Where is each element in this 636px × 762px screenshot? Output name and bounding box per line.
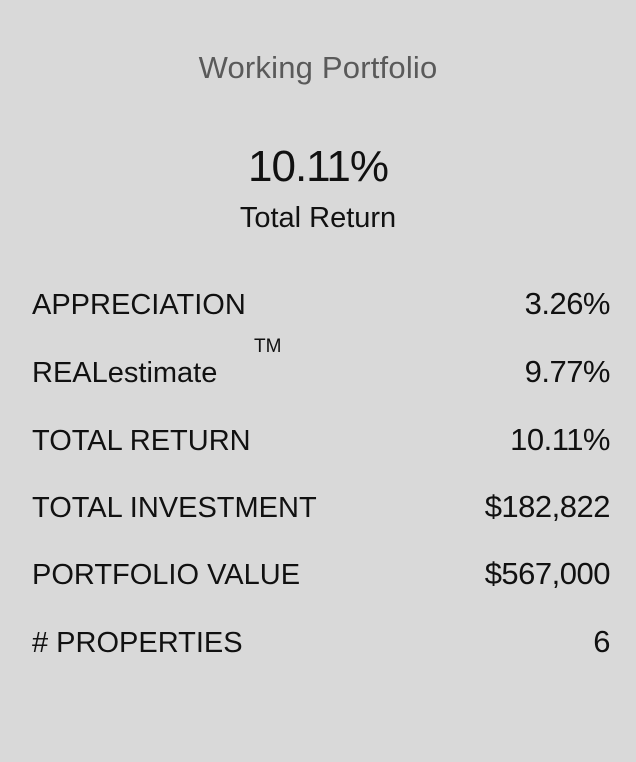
- metric-label: TOTAL INVESTMENT: [32, 492, 317, 524]
- metric-label: PORTFOLIO VALUE: [32, 559, 301, 591]
- metric-value: 9.77%: [524, 354, 611, 389]
- panel-title: Working Portfolio: [198, 50, 438, 85]
- metric-row-total-investment: TOTAL INVESTMENT $182,822: [32, 485, 611, 525]
- metric-row-appreciation: APPRECIATION 3.26%: [32, 282, 611, 322]
- metric-value: $567,000: [484, 556, 611, 591]
- metric-row-total-return: TOTAL RETURN 10.11%: [32, 418, 610, 458]
- metric-label: TOTAL RETURN: [32, 425, 251, 457]
- metric-label: REALestimate: [32, 357, 218, 389]
- metric-label: APPRECIATION: [32, 289, 246, 321]
- metric-value: 3.26%: [524, 286, 611, 321]
- metric-value: 10.11%: [510, 422, 610, 457]
- total-return-headline-label: Total Return: [239, 202, 397, 234]
- metric-row-properties-count: # PROPERTIES 6: [32, 620, 610, 660]
- metric-label: # PROPERTIES: [32, 627, 243, 659]
- metric-value: $182,822: [484, 489, 611, 524]
- metric-value: 6: [593, 624, 610, 659]
- total-return-headline-value: 10.11%: [248, 142, 389, 191]
- metric-row-realestimate: REALestimate TM 9.77%: [32, 336, 611, 390]
- trademark-mark: TM: [254, 336, 282, 357]
- metric-row-portfolio-value: PORTFOLIO VALUE $567,000: [32, 552, 611, 592]
